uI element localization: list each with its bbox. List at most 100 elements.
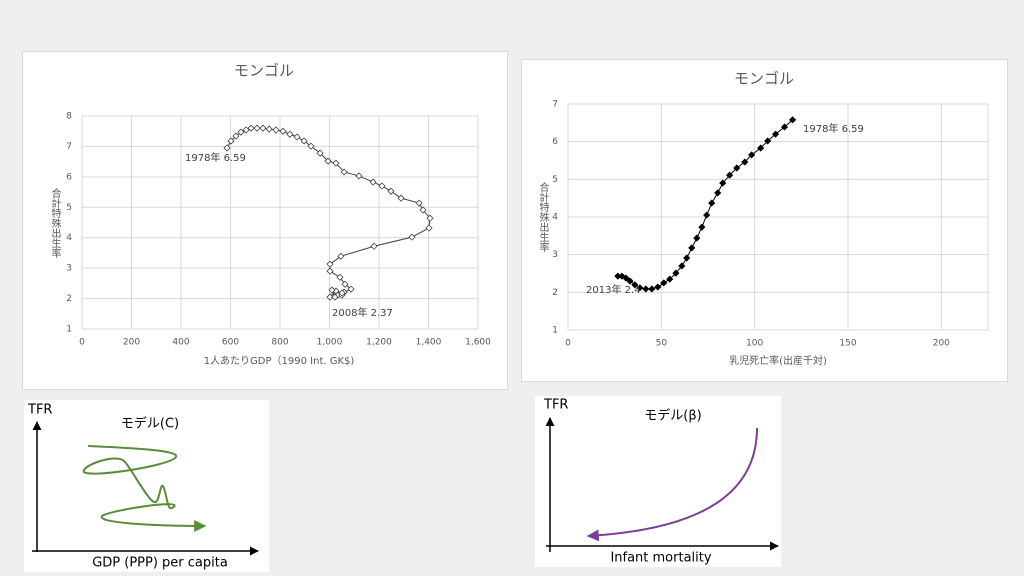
data-point xyxy=(347,285,355,293)
data-point xyxy=(654,283,662,291)
data-point xyxy=(328,286,336,294)
model-curve xyxy=(586,427,758,542)
x-tick-label: 1,400 xyxy=(416,338,442,348)
data-point xyxy=(683,254,691,262)
y-tick-label: 4 xyxy=(552,213,558,223)
data-point xyxy=(341,280,349,288)
data-point xyxy=(748,151,756,159)
annotation: 1978年 6.59 xyxy=(185,151,246,164)
x-tick-label: 800 xyxy=(271,338,288,348)
data-point xyxy=(242,126,250,134)
data-point xyxy=(223,144,231,152)
y-tick-label: 8 xyxy=(66,112,72,122)
data-point xyxy=(426,214,434,222)
data-point xyxy=(693,234,701,242)
data-point xyxy=(337,252,345,260)
data-point xyxy=(666,275,674,283)
annotation: 2013年 2.4 xyxy=(586,283,641,296)
y-axis-label: 合計特殊出生率 xyxy=(49,187,61,259)
model-beta-diagram: TFR モデル(β) Infant mortality xyxy=(535,396,781,567)
data-point xyxy=(326,260,334,268)
data-point xyxy=(772,130,780,138)
data-point xyxy=(678,262,686,270)
data-point xyxy=(370,242,378,250)
data-point xyxy=(631,281,639,289)
annotation: 2008年 2.37 xyxy=(332,306,393,319)
y-tick-label: 3 xyxy=(66,264,72,274)
x-tick-label: 1,600 xyxy=(465,338,491,348)
y-tick-label: 4 xyxy=(66,233,72,243)
y-tick-label: 2 xyxy=(66,294,72,304)
data-point xyxy=(279,127,287,135)
y-tick-label: 2 xyxy=(552,288,558,298)
data-point xyxy=(247,124,255,132)
x-tick-label: 1,000 xyxy=(317,338,343,348)
y-tick-label: 6 xyxy=(552,137,558,147)
x-tick-label: 150 xyxy=(839,339,856,349)
data-point xyxy=(369,178,377,186)
data-point xyxy=(387,187,395,195)
data-point xyxy=(232,132,240,140)
data-point xyxy=(688,244,696,252)
y-axis-label: 合計特殊出生率 xyxy=(537,181,549,253)
data-point xyxy=(237,128,245,136)
x-tick-label: 0 xyxy=(565,339,571,349)
y-tick-label: 6 xyxy=(66,172,72,182)
data-point xyxy=(726,171,734,179)
data-point xyxy=(614,272,622,280)
data-point xyxy=(336,273,344,281)
x-tick-label: 400 xyxy=(172,338,189,348)
data-point xyxy=(326,293,334,301)
y-tick-label: 7 xyxy=(552,100,558,110)
data-point xyxy=(272,126,280,134)
data-point xyxy=(780,123,789,131)
axis-label: TFR xyxy=(27,403,52,418)
x-tick-label: 100 xyxy=(746,339,763,349)
data-point xyxy=(660,279,668,287)
chart-panel xyxy=(22,51,508,390)
x-tick-label: 600 xyxy=(222,338,239,348)
data-point xyxy=(714,189,722,197)
data-point xyxy=(324,157,332,165)
axis-label: TFR xyxy=(543,398,568,413)
data-point xyxy=(331,293,339,301)
data-point xyxy=(703,211,711,219)
data-point xyxy=(672,269,680,277)
x-tick-label: 200 xyxy=(123,338,140,348)
data-point xyxy=(397,194,405,202)
data-point xyxy=(788,116,797,124)
axis-label: GDP (PPP) per capita xyxy=(92,556,228,571)
data-point xyxy=(719,179,727,187)
model-curve xyxy=(82,445,207,532)
diagram-title: モデル(β) xyxy=(644,408,701,424)
x-tick-label: 50 xyxy=(656,339,668,349)
data-point xyxy=(300,137,308,145)
data-point xyxy=(340,168,348,176)
y-tick-label: 7 xyxy=(66,142,72,152)
data-point xyxy=(642,285,650,293)
y-tick-label: 5 xyxy=(552,175,558,185)
x-tick-label: 1,200 xyxy=(366,338,392,348)
x-axis-label: 乳児死亡率(出産千対) xyxy=(729,354,827,367)
data-point xyxy=(648,285,656,293)
data-point xyxy=(425,224,433,232)
charts: モンゴル 1 2 3 4 5 6 7 8 0 200 400 600 800 1,000 1,200 1,400… xyxy=(49,62,989,367)
data-point xyxy=(757,144,765,152)
data-point xyxy=(636,284,644,292)
data-point xyxy=(332,159,340,167)
data-point xyxy=(626,277,634,285)
data-point xyxy=(227,137,235,145)
chart-title: モンゴル xyxy=(734,70,794,88)
data-point xyxy=(708,199,716,207)
annotation: 1978年 6.59 xyxy=(803,122,864,135)
y-tick-label: 5 xyxy=(66,203,72,213)
data-point xyxy=(764,137,772,145)
x-tick-label: 200 xyxy=(933,339,950,349)
x-tick-label: 0 xyxy=(79,338,85,348)
data-point xyxy=(733,164,741,172)
diagram-panel xyxy=(24,400,269,572)
y-tick-label: 3 xyxy=(552,250,558,260)
y-tick-label: 1 xyxy=(552,326,558,336)
